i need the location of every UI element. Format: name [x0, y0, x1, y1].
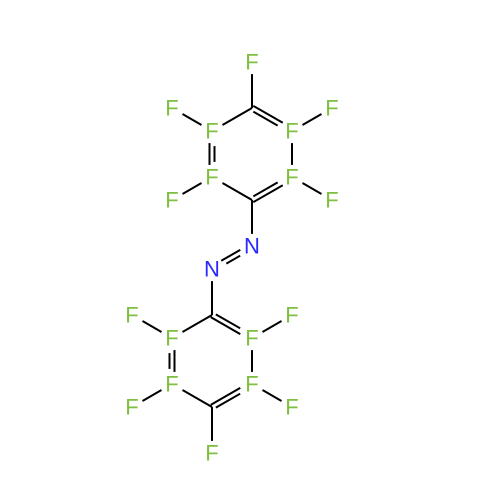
molecule-structure: FFFFFFFFFNNFFFFFFFFF [0, 0, 500, 500]
bond [182, 390, 212, 407]
bond [182, 183, 201, 194]
atom-label-f: F [165, 96, 178, 121]
atom-label-n: N [244, 234, 260, 259]
atom-label-f: F [165, 326, 178, 351]
atom-label-f: F [325, 188, 338, 213]
atom-label-n: N [204, 257, 220, 282]
atom-label-f: F [205, 119, 218, 144]
bond [222, 108, 252, 125]
atom-label-f: F [245, 372, 258, 397]
bond [142, 321, 161, 332]
atom-label-f: F [205, 165, 218, 190]
bond [262, 321, 281, 332]
atom-label-f: F [245, 326, 258, 351]
atom-label-f: F [285, 303, 298, 328]
bond [142, 390, 161, 401]
atom-label-f: F [205, 441, 218, 466]
atom-label-f: F [325, 96, 338, 121]
bond [182, 315, 212, 332]
bond [182, 114, 201, 125]
bond [262, 390, 281, 401]
bond [302, 114, 321, 125]
bond [302, 183, 321, 194]
atom-label-f: F [245, 50, 258, 75]
atom-label-f: F [125, 395, 138, 420]
bond [221, 250, 240, 261]
atom-label-f: F [285, 395, 298, 420]
atom-label-f: F [125, 303, 138, 328]
atom-label-f: F [165, 188, 178, 213]
atom-label-f: F [285, 165, 298, 190]
bond [222, 183, 252, 200]
atom-label-f: F [165, 372, 178, 397]
atom-label-f: F [285, 119, 298, 144]
